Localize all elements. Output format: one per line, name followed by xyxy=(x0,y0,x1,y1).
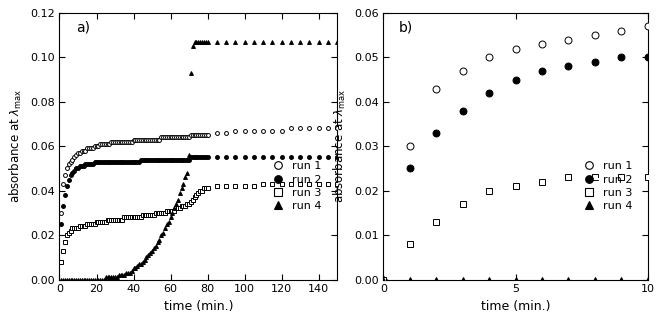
X-axis label: time (min.): time (min.) xyxy=(481,300,551,313)
Legend: run 1, run 2, run 3, run 4: run 1, run 2, run 3, run 4 xyxy=(573,157,637,216)
Y-axis label: absorbance at $\lambda_{\rm max}$: absorbance at $\lambda_{\rm max}$ xyxy=(332,89,348,203)
Text: b): b) xyxy=(399,21,414,35)
Y-axis label: absorbance at $\lambda_{\rm max}$: absorbance at $\lambda_{\rm max}$ xyxy=(8,89,24,203)
X-axis label: time (min.): time (min.) xyxy=(163,300,233,313)
Text: a): a) xyxy=(76,21,90,35)
Legend: run 1, run 2, run 3, run 4: run 1, run 2, run 3, run 4 xyxy=(262,157,326,216)
